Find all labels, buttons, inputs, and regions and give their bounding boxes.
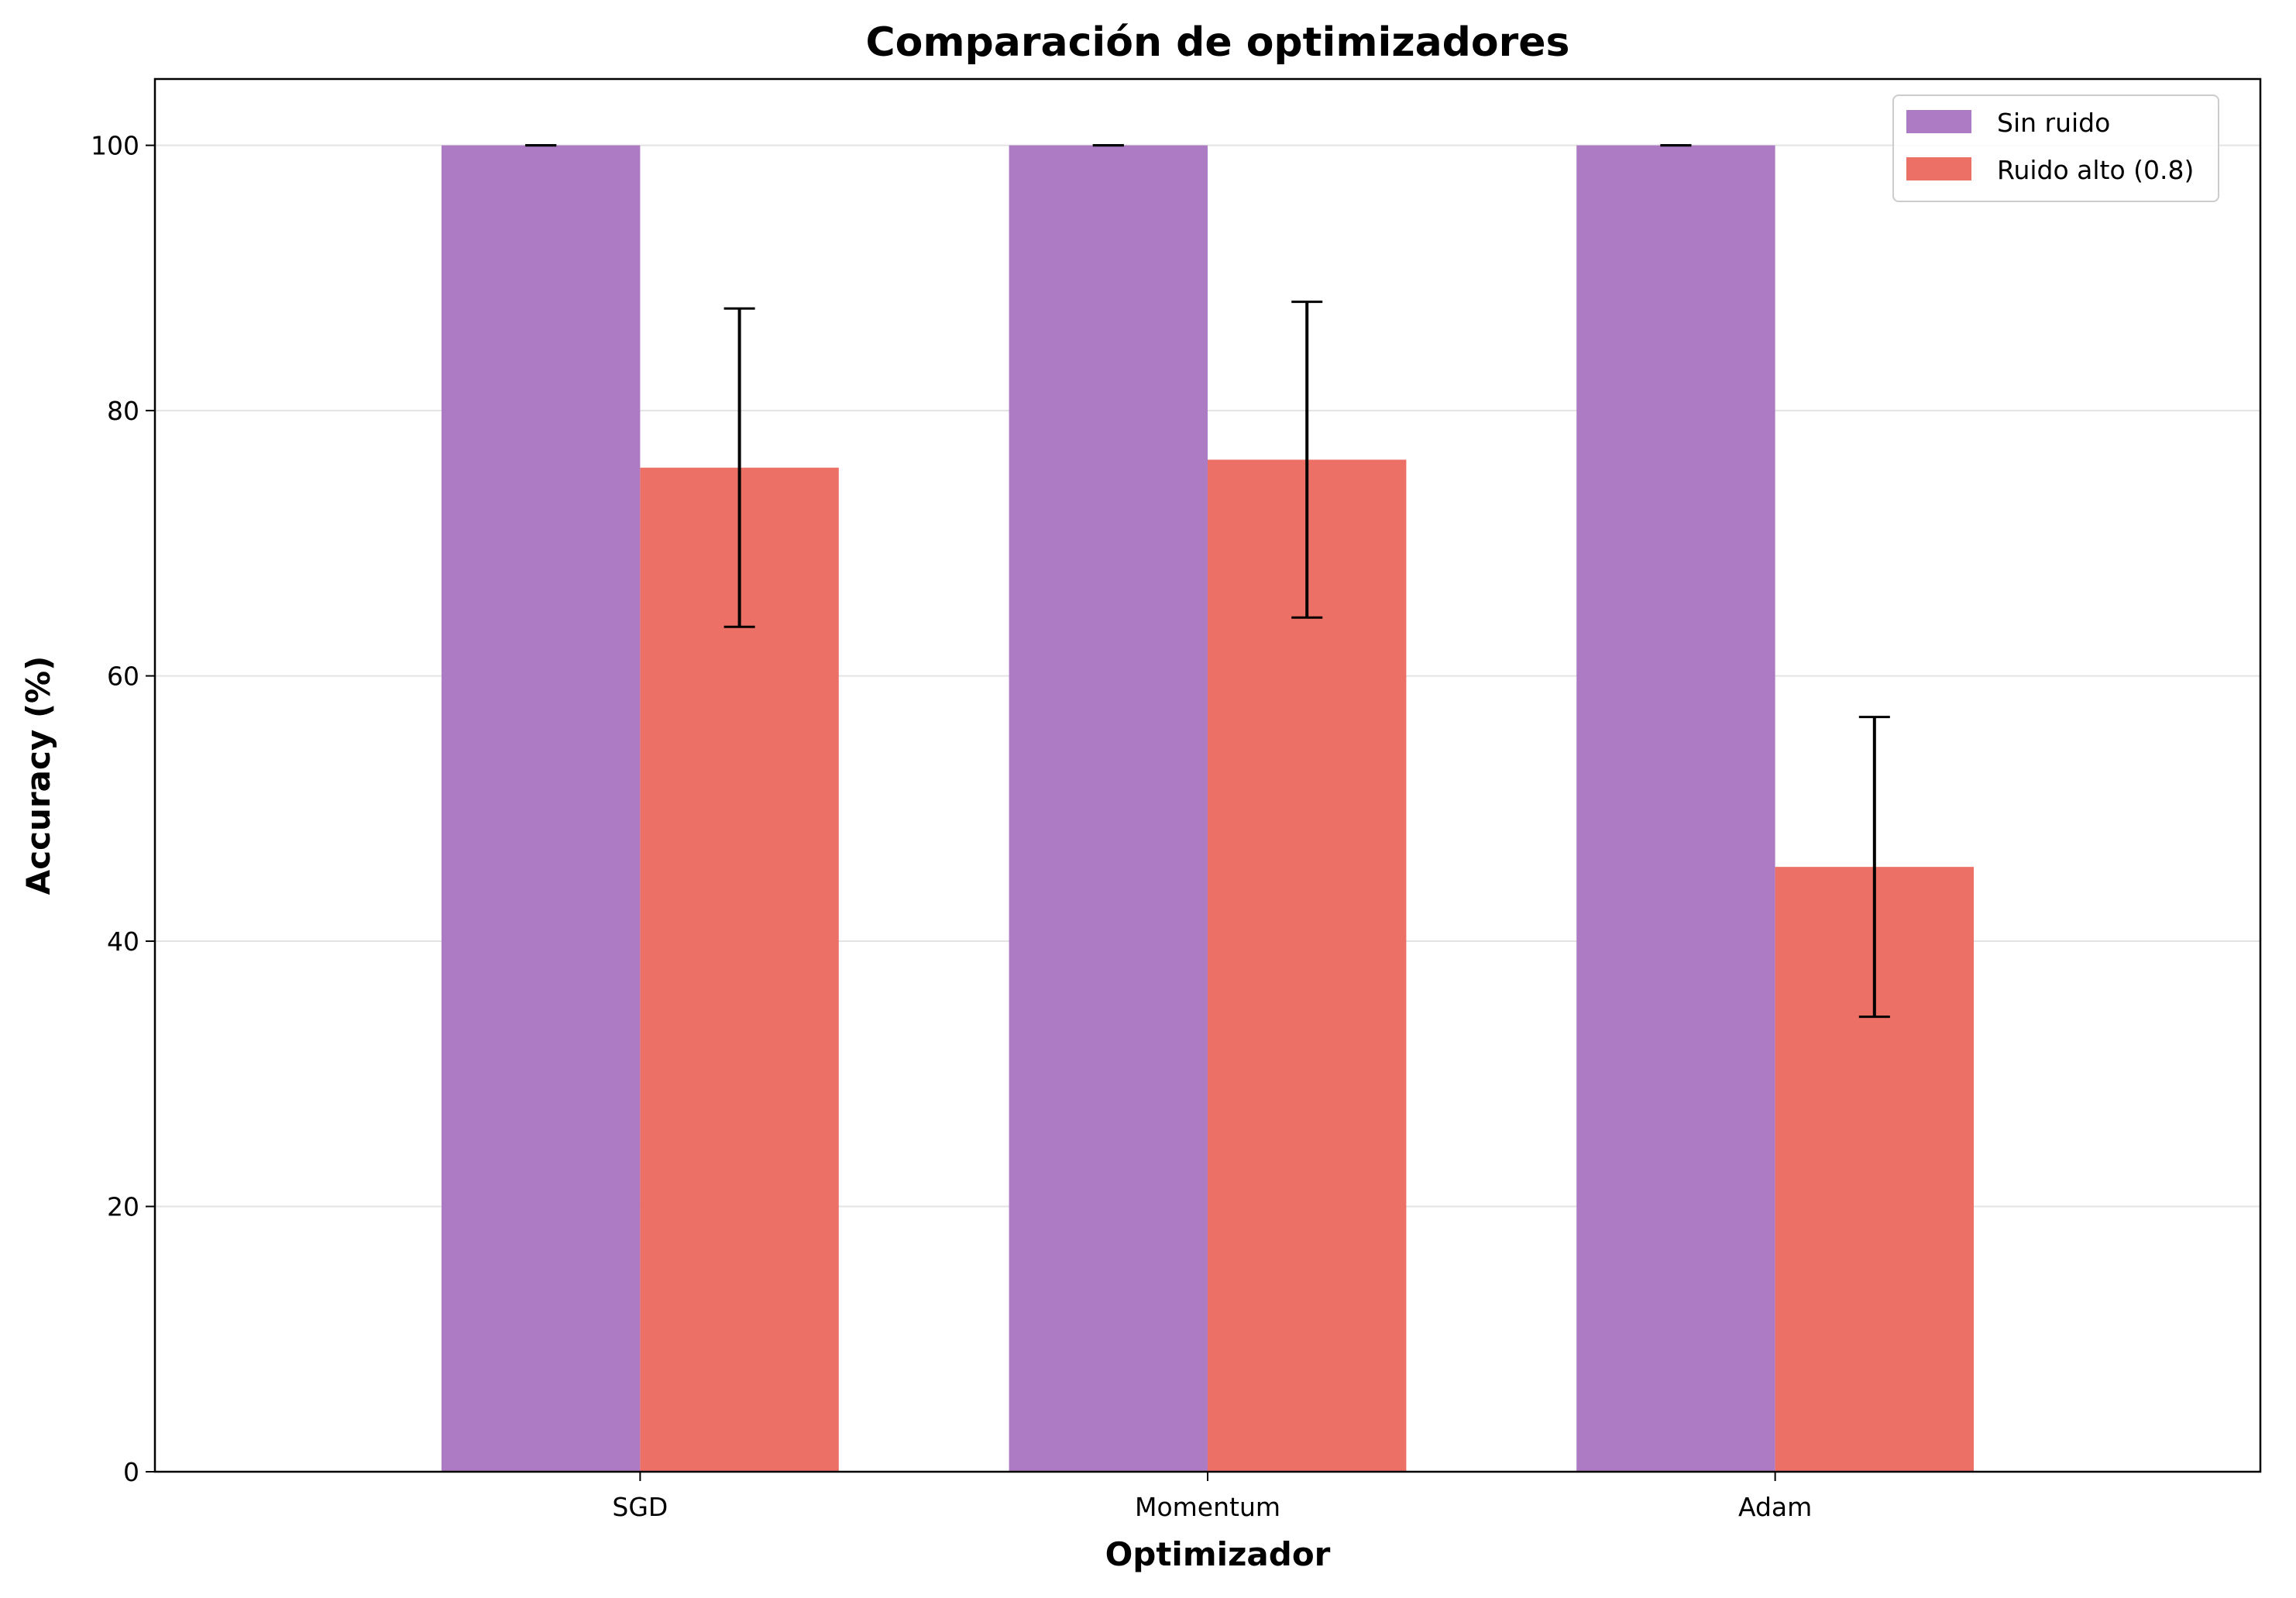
y-axis-ticks: 0 20 40 60 80 100 [91,131,155,1487]
x-tick-label-adam: Adam [1738,1492,1812,1522]
legend-swatch-sin-ruido [1906,110,1971,133]
y-axis-label: Accuracy (%) [19,656,57,895]
y-tick-label-100: 100 [91,131,139,161]
bar-sgd-series-0 [441,145,641,1473]
y-tick-label-80: 80 [107,396,139,426]
bar-sgd-series-1 [640,467,839,1473]
y-tick-label-40: 40 [107,926,139,957]
error-bars [525,144,1890,1019]
x-tick-label-sgd: SGD [612,1492,668,1522]
x-axis-label: Optimizador [1105,1535,1331,1573]
y-tick-label-0: 0 [123,1457,139,1487]
bar-momentum-series-1 [1208,459,1407,1472]
x-tick-label-momentum: Momentum [1135,1492,1280,1522]
chart-title: Comparación de optimizadores [865,19,1569,66]
bar-adam-series-0 [1576,145,1775,1473]
legend-label-sin-ruido: Sin ruido [1997,108,2110,138]
legend-swatch-ruido-alto [1906,157,1971,180]
y-tick-label-20: 20 [107,1192,139,1222]
y-tick-label-60: 60 [107,662,139,692]
x-axis-ticks: SGD Momentum Adam [612,1472,1812,1522]
legend: Sin ruido Ruido alto (0.8) [1892,95,2219,202]
legend-box [1892,95,2219,202]
bar-momentum-series-0 [1009,145,1208,1473]
legend-label-ruido-alto: Ruido alto (0.8) [1997,155,2194,185]
bars [441,145,1975,1473]
